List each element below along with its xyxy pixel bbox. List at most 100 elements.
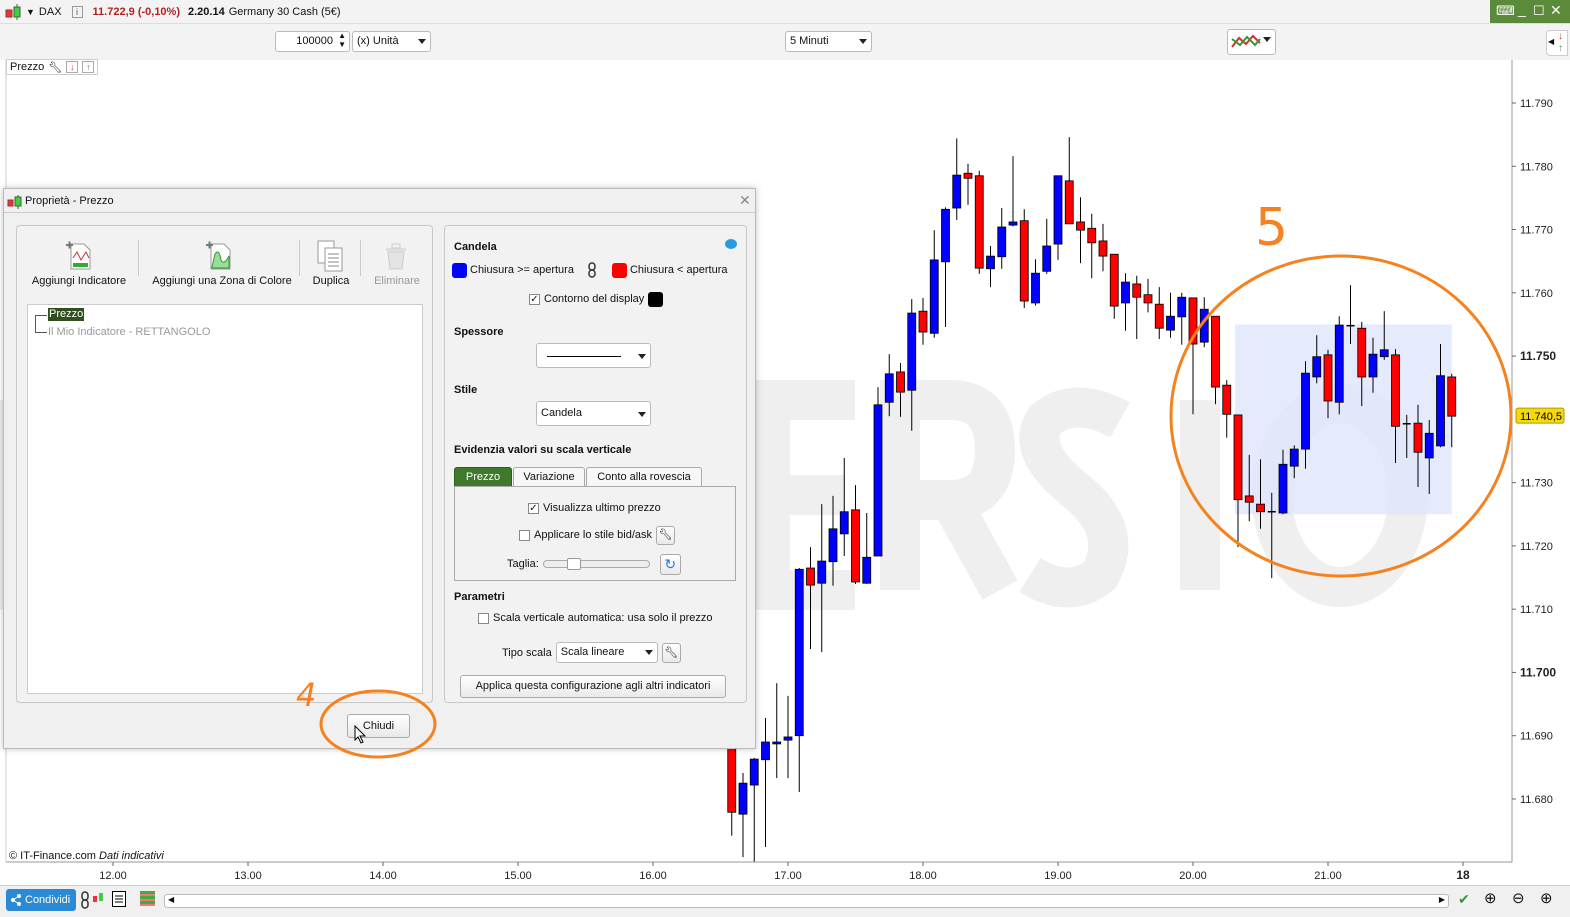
candle (963, 163, 973, 205)
add-indicator-button[interactable]: Aggiungi Indicatore (17, 232, 137, 292)
spessore-heading: Spessore (454, 326, 504, 338)
side-panel-toggle[interactable]: ◀ ↓ ↑ (1546, 30, 1568, 56)
candle (1278, 449, 1288, 515)
tree-line (35, 315, 36, 333)
close-icon[interactable]: ✕ (739, 192, 751, 208)
candle (828, 495, 838, 586)
candlestick-icon (5, 4, 21, 20)
tree-item-prezzo[interactable]: Prezzo (48, 308, 85, 321)
link-icon[interactable] (587, 262, 597, 278)
symbol-label[interactable]: DAX (38, 6, 62, 18)
x-tick-label: 19.00 (1044, 870, 1072, 882)
auto-scale-label: Scala verticale automatica: usa solo il … (493, 612, 713, 624)
apply-to-all-button[interactable]: Applica questa configurazione agli altri… (460, 675, 726, 698)
minimize-button[interactable]: _ (1518, 1, 1526, 17)
down-color-swatch[interactable] (611, 262, 627, 278)
show-last-price-checkbox[interactable]: ✓ (528, 502, 539, 514)
outline-color-swatch[interactable] (648, 291, 664, 307)
tab-conto-alla-rovescia[interactable]: Conto alla rovescia (586, 467, 702, 486)
tab-prezzo[interactable]: Prezzo (454, 467, 512, 486)
link-chart-icon[interactable] (80, 891, 90, 909)
close-window-button[interactable]: ✕ (1550, 2, 1562, 18)
y-tick-label: 11.700 (1520, 665, 1556, 679)
zoom-in-icon[interactable]: ⊕ (1540, 890, 1553, 907)
thickness-select[interactable] (536, 343, 651, 368)
share-icon (11, 894, 21, 906)
timeframe-select[interactable]: 5 Minuti (785, 31, 872, 52)
tree-item-rectangle[interactable]: Il Mio Indicatore - RETTANGOLO (48, 326, 211, 338)
symbol-dropdown-arrow[interactable]: ▼ (26, 7, 35, 17)
tab-variazione[interactable]: Variazione (513, 467, 585, 486)
up-color-swatch[interactable] (452, 262, 467, 278)
x-tick-label: 14.00 (369, 870, 397, 882)
scale-type-select[interactable]: Scala lineare (555, 642, 658, 663)
candle-body (772, 741, 782, 745)
document-icon[interactable] (112, 891, 126, 907)
scale-settings-wrench-icon[interactable]: 🔧︎ (661, 642, 681, 663)
quantity-stepper[interactable]: 100000 ▲ ▼ (275, 31, 350, 52)
x-tick-label: 18.00 (909, 870, 937, 882)
chart-type-button[interactable] (1227, 29, 1276, 55)
stepper-arrows-icon[interactable]: ▲ ▼ (338, 31, 346, 49)
zoom-fit-icon[interactable]: ⊕ (1484, 890, 1497, 907)
candle (1312, 335, 1322, 384)
outline-row: ✓ Contorno del display (529, 291, 664, 307)
heatmap-icon[interactable] (140, 891, 155, 906)
legend-price-label[interactable]: Prezzo (10, 61, 45, 73)
candle-style-icon[interactable] (92, 891, 104, 909)
scroll-left-icon[interactable]: ◀ (168, 895, 175, 904)
unit-select[interactable]: (x) Unità (352, 31, 431, 52)
candle (873, 387, 883, 557)
horizontal-scrollbar[interactable]: ◀ ▶ (164, 894, 1449, 908)
reset-icon[interactable]: ↻ (659, 553, 681, 575)
candle-body (873, 404, 883, 557)
candle (974, 170, 984, 274)
candle-body (1436, 375, 1445, 447)
size-slider[interactable] (542, 558, 650, 570)
auto-scale-checkbox[interactable] (478, 612, 489, 624)
candle (986, 245, 995, 288)
scale-type-label: Tipo scala (502, 646, 552, 659)
candle-body (884, 373, 894, 403)
size-row: Taglia: ↻ (507, 553, 681, 575)
bidask-settings-wrench-icon[interactable]: 🔧︎ (656, 525, 676, 545)
close-dialog-button[interactable]: Chiudi (347, 714, 410, 738)
duplicate-icon (317, 240, 343, 272)
maximize-button[interactable]: ☐ (1533, 3, 1545, 18)
share-button[interactable]: Condividi (6, 889, 76, 911)
candle (1368, 337, 1378, 393)
chart-indicator-icon (1231, 34, 1261, 48)
evidenzia-heading: Evidenzia valori su scala verticale (454, 444, 632, 456)
bidask-checkbox[interactable] (519, 529, 530, 541)
zoom-out-icon[interactable]: ⊖ (1512, 890, 1525, 907)
keyboard-icon[interactable]: ⌨ (1496, 3, 1515, 18)
copyright-text: © IT-Finance.com (9, 850, 96, 862)
candle (1008, 156, 1018, 227)
annotation-number-5: 5 (1255, 198, 1288, 258)
candle-body (761, 741, 770, 761)
candle (738, 773, 748, 858)
wrench-icon[interactable]: 🔧︎ (48, 61, 63, 74)
auto-scroll-icon[interactable]: ✔ (1458, 891, 1470, 907)
candle-body (1323, 354, 1333, 402)
slider-thumb[interactable] (567, 558, 582, 570)
move-up-icon[interactable]: ↑ (82, 61, 95, 73)
duplicate-button[interactable]: Duplica (305, 232, 355, 292)
candle (862, 512, 872, 584)
info-icon[interactable]: i (71, 6, 83, 18)
divider (360, 240, 361, 276)
watermark-letter (880, 380, 1018, 600)
indicator-tree: Prezzo Il Mio Indicatore - RETTANGOLO (27, 304, 423, 694)
add-color-zone-button[interactable]: Aggiungi una Zona di Colore (147, 232, 297, 292)
candle (806, 547, 815, 650)
style-select[interactable]: Candela (536, 401, 651, 426)
delete-button[interactable]: Eliminare (367, 232, 427, 292)
candle-body (918, 310, 928, 333)
help-bubble-icon[interactable] (725, 239, 737, 249)
scroll-right-icon[interactable]: ▶ (1438, 895, 1445, 904)
candle-body (963, 172, 973, 179)
move-down-icon[interactable]: ↓ (66, 61, 79, 73)
candle-body (794, 568, 804, 737)
last-price-label: 11.740,5 (1520, 411, 1562, 423)
outline-checkbox[interactable]: ✓ (529, 293, 540, 305)
